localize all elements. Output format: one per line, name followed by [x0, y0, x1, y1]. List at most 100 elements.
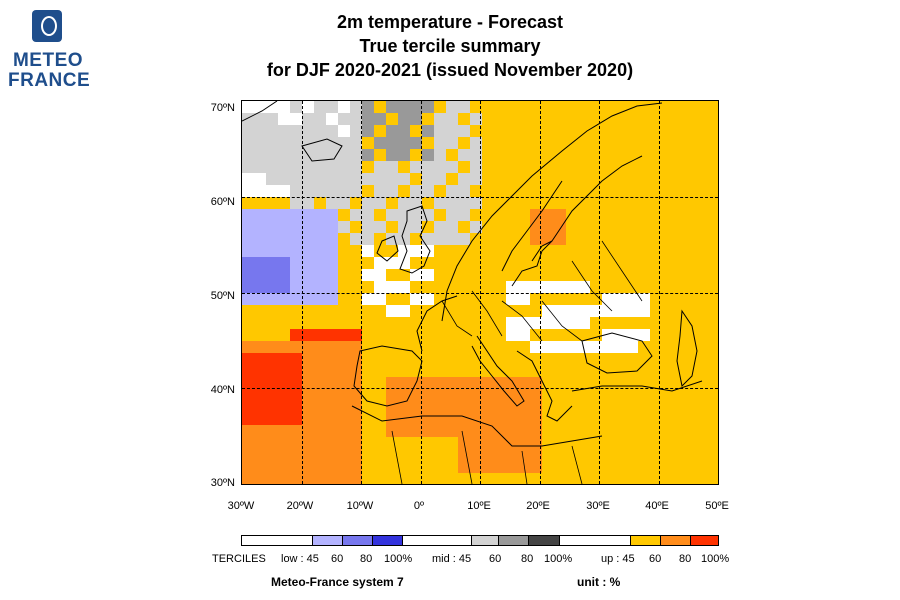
- tercile-cell: [314, 101, 326, 113]
- tercile-cell: [350, 125, 362, 137]
- tercile-cell: [314, 281, 326, 293]
- tercile-cell: [278, 413, 290, 425]
- tercile-cell: [710, 209, 718, 221]
- tercile-cell: [470, 257, 482, 269]
- tercile-cell: [302, 221, 314, 233]
- tercile-cell: [314, 221, 326, 233]
- tercile-cell: [626, 125, 638, 137]
- tercile-cell: [578, 101, 590, 113]
- tercile-cell: [254, 341, 266, 353]
- tercile-cell: [710, 197, 718, 209]
- tercile-cell: [434, 245, 446, 257]
- tercile-cell: [326, 293, 338, 305]
- tercile-cell: [518, 401, 530, 413]
- tercile-cell: [566, 197, 578, 209]
- tercile-cell: [494, 365, 506, 377]
- tercile-cell: [542, 425, 554, 437]
- tercile-cell: [470, 353, 482, 365]
- tercile-cell: [410, 173, 422, 185]
- tercile-cell: [542, 221, 554, 233]
- tercile-cell: [506, 197, 518, 209]
- tercile-cell: [278, 377, 290, 389]
- tercile-cell: [398, 149, 410, 161]
- tercile-cell: [482, 389, 494, 401]
- tercile-cell: [698, 413, 710, 425]
- tercile-cell: [578, 425, 590, 437]
- tercile-cell: [638, 173, 650, 185]
- tercile-cell: [314, 185, 326, 197]
- tercile-cell: [422, 209, 434, 221]
- tercile-cell: [602, 389, 614, 401]
- tercile-cell: [686, 269, 698, 281]
- tercile-cell: [458, 221, 470, 233]
- tercile-cell: [374, 221, 386, 233]
- tercile-cell: [386, 233, 398, 245]
- tercile-cell: [662, 113, 674, 125]
- tercile-cell: [350, 113, 362, 125]
- tercile-cell: [458, 137, 470, 149]
- tercile-cell: [482, 125, 494, 137]
- tercile-cell: [254, 125, 266, 137]
- tercile-cell: [674, 185, 686, 197]
- tercile-cell: [710, 113, 718, 125]
- tercile-cell: [470, 401, 482, 413]
- tercile-cell: [362, 113, 374, 125]
- tercile-cell: [470, 329, 482, 341]
- tercile-cell: [578, 365, 590, 377]
- tercile-cell: [494, 221, 506, 233]
- tercile-cell: [266, 365, 278, 377]
- tercile-cell: [638, 197, 650, 209]
- tercile-cell: [302, 269, 314, 281]
- tercile-cell: [578, 269, 590, 281]
- tercile-cell: [554, 233, 566, 245]
- tercile-cell: [662, 413, 674, 425]
- tercile-cell: [554, 401, 566, 413]
- tercile-cell: [626, 101, 638, 113]
- tercile-cell: [278, 317, 290, 329]
- tercile-cell: [518, 305, 530, 317]
- tercile-cell: [338, 173, 350, 185]
- tercile-cell: [458, 281, 470, 293]
- tercile-cell: [554, 209, 566, 221]
- tercile-cell: [614, 233, 626, 245]
- tercile-cell: [458, 365, 470, 377]
- tercile-cell: [326, 245, 338, 257]
- tercile-cell: [578, 149, 590, 161]
- tercile-cell: [458, 317, 470, 329]
- tercile-cell: [674, 209, 686, 221]
- tercile-cell: [518, 197, 530, 209]
- tercile-cell: [242, 161, 254, 173]
- tercile-cell: [470, 437, 482, 449]
- logo-text-line2: FRANCE: [8, 70, 91, 91]
- tercile-cell: [458, 293, 470, 305]
- tercile-cell: [266, 257, 278, 269]
- tercile-cell: [446, 245, 458, 257]
- tercile-cell: [470, 221, 482, 233]
- tercile-cell: [530, 125, 542, 137]
- tercile-cell: [434, 425, 446, 437]
- tercile-cell: [542, 101, 554, 113]
- tercile-cell: [446, 173, 458, 185]
- lon-label: 0º: [413, 500, 425, 512]
- tercile-cell: [614, 125, 626, 137]
- tercile-cell: [278, 341, 290, 353]
- tercile-cell: [566, 269, 578, 281]
- tercile-cell: [506, 137, 518, 149]
- tercile-cell: [350, 257, 362, 269]
- tercile-cell: [266, 293, 278, 305]
- tercile-cell: [470, 125, 482, 137]
- tercile-cell: [686, 245, 698, 257]
- tercile-cell: [638, 425, 650, 437]
- tercile-cell: [482, 173, 494, 185]
- tercile-cell: [314, 161, 326, 173]
- tercile-cell: [350, 293, 362, 305]
- tercile-cell: [266, 221, 278, 233]
- tercile-cell: [422, 101, 434, 113]
- tercile-cell: [458, 197, 470, 209]
- lat-label: 60ºN: [210, 196, 235, 208]
- tercile-cell: [278, 353, 290, 365]
- tercile-cell: [266, 149, 278, 161]
- tercile-cell: [518, 233, 530, 245]
- title-line2: True tercile summary: [359, 36, 541, 56]
- tercile-cell: [362, 161, 374, 173]
